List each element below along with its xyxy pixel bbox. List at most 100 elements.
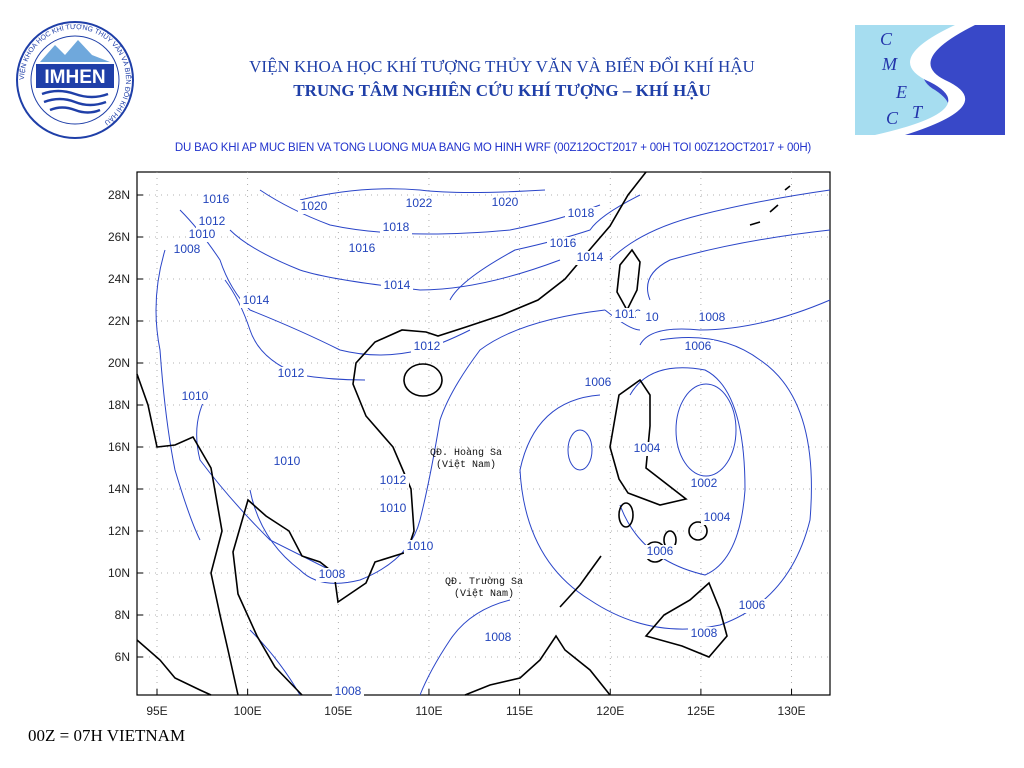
isobar-label: 1018 (568, 206, 595, 220)
isobar-label-bg (482, 631, 514, 645)
isobar-label: 1008 (319, 567, 346, 581)
isobar-label: 1010 (380, 501, 407, 515)
isobar-label-bg (179, 390, 211, 404)
logo-text: IMHEN (44, 67, 105, 88)
isobar-label-bg (644, 545, 676, 559)
isobar-label-bg (196, 215, 228, 229)
isobar-label: 1010 (407, 539, 434, 553)
isobar-label: 1012 (380, 473, 407, 487)
lat-label: 10N (108, 566, 130, 580)
isobar-label-bg (404, 540, 436, 554)
logo-letter: C (880, 29, 893, 49)
lat-label: 8N (115, 608, 130, 622)
map-subtitle: DU BAO KHI AP MUC BIEN VA TONG LUONG MUA… (175, 142, 812, 154)
lat-label: 18N (108, 398, 130, 412)
isobar-label-bg (688, 627, 720, 641)
isobar-label: 1022 (406, 196, 433, 210)
isobar-label-bg (696, 311, 728, 325)
isobar-label-bg (381, 279, 413, 293)
isobar-label-bg (682, 340, 714, 354)
lon-label: 100E (234, 704, 262, 718)
isobar-label-bg (171, 243, 203, 257)
isobar-label: 1008 (335, 684, 362, 698)
isobar-label-bg (574, 251, 606, 265)
lon-label: 95E (146, 704, 167, 718)
isobar-label: 1012 (615, 307, 642, 321)
isobar-label-bg (631, 442, 663, 456)
lat-label: 16N (108, 440, 130, 454)
isobar-label-bg (316, 568, 348, 582)
isobar-label: 1006 (739, 598, 766, 612)
isobar-label: 1012 (414, 339, 441, 353)
lon-label: 110E (415, 704, 442, 718)
isobar-label-bg (275, 367, 307, 381)
logo-letter: M (881, 54, 898, 74)
lon-label: 120E (596, 704, 624, 718)
isobar-label-bg (582, 376, 614, 390)
lat-label: 6N (115, 650, 130, 664)
isobar-label: 1006 (585, 375, 612, 389)
isobar-label: 1010 (274, 454, 301, 468)
place-label: (Việt Nam) (454, 588, 514, 600)
logo-letter: C (886, 108, 899, 128)
lon-label: 105E (324, 704, 352, 718)
isobar-label-bg (489, 196, 521, 210)
isobar-label-bg (565, 207, 597, 221)
isobar-label-bg (688, 477, 720, 491)
isobar-label: 1002 (691, 476, 718, 490)
isobar-label: 1006 (647, 544, 674, 558)
isobar-label-bg (403, 197, 435, 211)
place-label: QĐ. Trường Sa (445, 576, 523, 588)
isobar-label: 1008 (174, 242, 201, 256)
lat-label: 24N (108, 272, 130, 286)
lon-label: 125E (687, 704, 715, 718)
isobar-label: 1006 (685, 339, 712, 353)
isobar-label: 1008 (699, 310, 726, 324)
isobar-label: 1016 (550, 236, 577, 250)
center-title: TRUNG TÂM NGHIÊN CỨU KHÍ TƯỢNG – KHÍ HẬU (293, 81, 710, 100)
place-label: (Việt Nam) (436, 459, 496, 471)
isobar-label: 1012 (278, 366, 305, 380)
logo-letter: T (912, 102, 924, 122)
isobar-label-bg (377, 502, 409, 516)
isobar-label: 1016 (203, 192, 230, 206)
isobar-label-bg (701, 511, 733, 525)
place-label: QĐ. Hoàng Sa (430, 447, 502, 459)
isobar-label-bg (200, 193, 232, 207)
lat-label: 14N (108, 482, 130, 496)
isobar-label-bg (547, 237, 579, 251)
lat-label: 12N (108, 524, 130, 538)
isobar-label: 1010 (182, 389, 209, 403)
isobar-label: 1016 (349, 241, 376, 255)
isobar-label: 1008 (485, 630, 512, 644)
imhen-logo: IMHEN VIỆN KHOA HỌC KHÍ TƯỢNG THỦY VĂN V… (16, 21, 134, 139)
lat-label: 20N (108, 356, 130, 370)
isobar-label: 1014 (384, 278, 411, 292)
isobar-label: 1008 (691, 626, 718, 640)
isobar-label: 1018 (383, 220, 410, 234)
isobar-label-bg (298, 200, 330, 214)
isobar-label-bg (332, 685, 364, 699)
lat-label: 26N (108, 230, 130, 244)
isobar-label: 1014 (243, 293, 270, 307)
isobar-label: 1004 (634, 441, 661, 455)
isobar-label-bg (380, 221, 412, 235)
isobar-label-bg (186, 228, 218, 242)
isobar-label: 1012 (199, 214, 226, 228)
isobar-label-bg (377, 474, 409, 488)
map: 95E 100E 105E 110E 115E 120E 125E 130E 28N 26N 24N… (108, 171, 831, 718)
isobar-label-bg (271, 455, 303, 469)
isobar-label-bg (736, 599, 768, 613)
institute-title: VIỆN KHOA HỌC KHÍ TƯỢNG THỦY VĂN VÀ BIẾN… (249, 56, 755, 76)
lat-label: 22N (108, 314, 130, 328)
isobar-label: 1004 (704, 510, 731, 524)
lat-label: 28N (108, 188, 130, 202)
isobar-label: 1010 (189, 227, 216, 241)
isobar-label-bg (346, 242, 378, 256)
lon-label: 115E (506, 704, 533, 718)
isobar-label-bg (240, 294, 272, 308)
